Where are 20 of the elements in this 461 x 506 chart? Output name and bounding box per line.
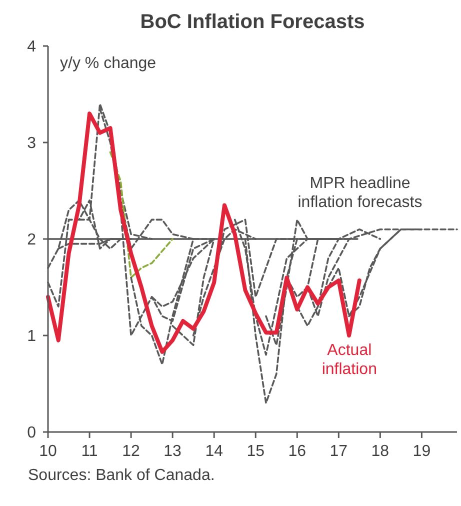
x-tick-label: 11 [81, 443, 98, 460]
x-tick-label: 18 [371, 443, 390, 460]
x-tick-label: 12 [122, 443, 140, 460]
x-tick-label: 14 [205, 443, 224, 460]
x-tick-label: 10 [39, 443, 57, 460]
y-tick-label: 4 [27, 38, 36, 56]
x-tick-label: 15 [246, 443, 265, 460]
x-tick-label: 17 [330, 443, 348, 460]
y-tick-label: 0 [27, 424, 36, 442]
y-tick-label: 2 [27, 232, 36, 249]
x-tick-label: 13 [164, 443, 182, 460]
x-tick-label: 16 [288, 443, 306, 460]
y-tick-label: 3 [27, 135, 36, 152]
series-label: Actual inflation [322, 342, 377, 378]
source-note: Sources: Bank of Canada. [28, 467, 215, 484]
y-axis-title: y/y % change [60, 55, 156, 72]
x-tick-label: 19 [412, 443, 431, 460]
annotation: MPR headline inflation forecasts [298, 175, 422, 211]
chart-title: BoC Inflation Forecasts [140, 11, 365, 33]
y-tick-label: 1 [27, 328, 36, 346]
